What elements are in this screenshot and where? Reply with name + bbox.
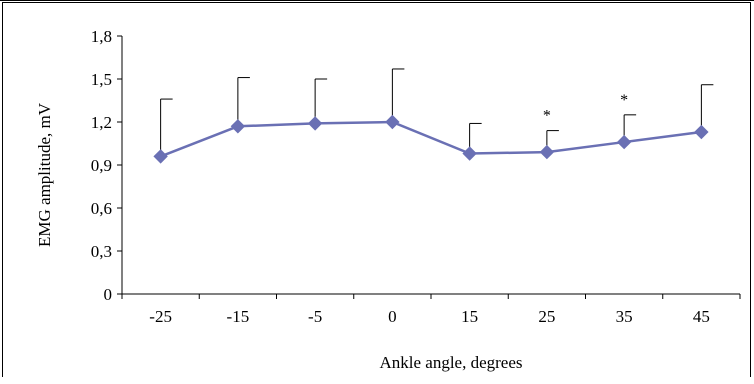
- y-tick-label: 0,9: [91, 156, 112, 175]
- chart-frame: [2, 2, 751, 377]
- x-tick-label: -5: [308, 307, 322, 326]
- data-point: [385, 114, 400, 130]
- x-tick-label: 25: [538, 307, 555, 326]
- data-point: [307, 116, 323, 131]
- top-border: [0, 0, 754, 1]
- x-tick-label: 0: [388, 307, 397, 326]
- y-tick-label: 1,5: [91, 70, 112, 89]
- y-axis-title: EMG amplitude, mV: [35, 102, 54, 247]
- y-tick-label: 0,6: [91, 199, 112, 218]
- x-tick-label: 35: [616, 307, 633, 326]
- y-tick-label: 1,2: [91, 113, 112, 132]
- significance-marker: *: [620, 92, 628, 109]
- significance-marker: *: [543, 108, 551, 125]
- y-tick-label: 0,3: [91, 242, 112, 261]
- x-tick-label: 45: [693, 307, 710, 326]
- x-tick-label: 15: [461, 307, 478, 326]
- x-tick-label: -25: [149, 307, 172, 326]
- series-line: [160, 120, 702, 158]
- data-point: [153, 149, 168, 164]
- data-point: [462, 146, 477, 161]
- data-point: [230, 119, 246, 134]
- y-tick-label: 0: [104, 285, 113, 304]
- y-tick-label: 1,8: [91, 27, 112, 46]
- x-axis-title: Ankle angle, degrees: [379, 353, 522, 372]
- data-point: [539, 144, 555, 160]
- data-point: [694, 124, 709, 140]
- x-tick-label: -15: [227, 307, 250, 326]
- data-point: [616, 134, 632, 150]
